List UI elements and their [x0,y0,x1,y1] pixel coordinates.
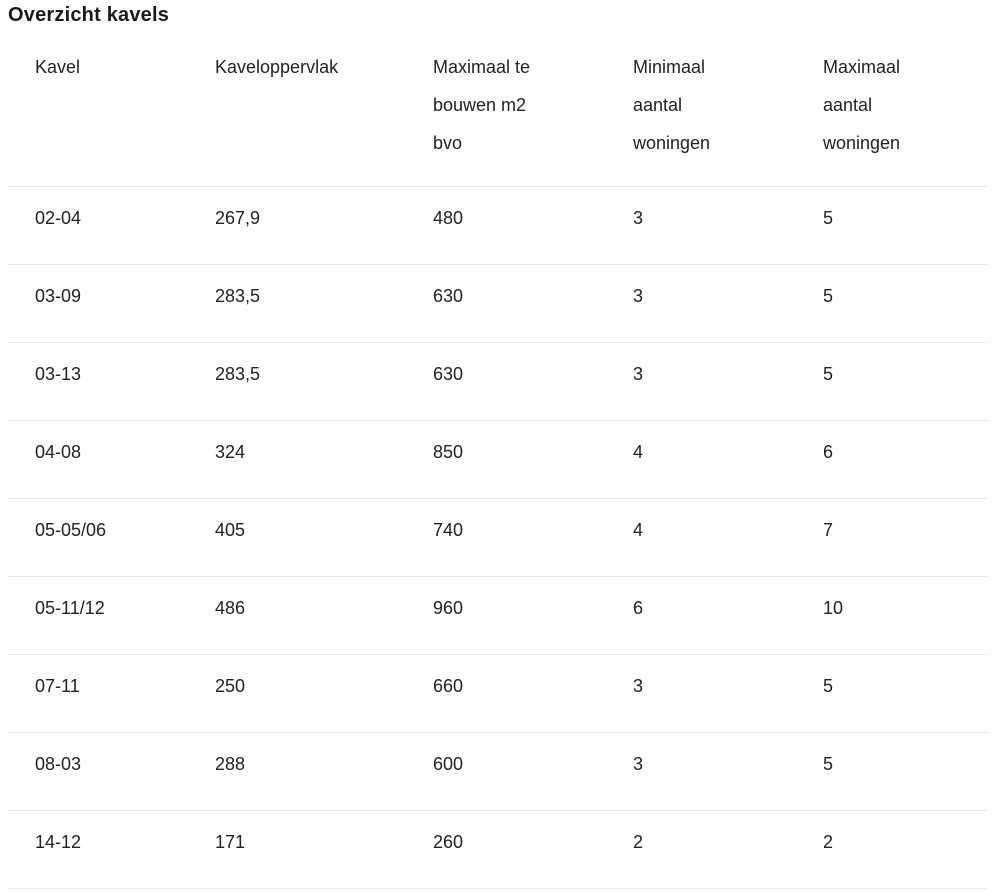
column-header-label: Kavel [35,57,81,77]
table-cell: 07-11 [8,654,188,733]
column-header-label: Kaveloppervlak [215,57,339,77]
table-row: 07-11 250 660 3 5 [8,654,988,733]
table-cell: 630 [406,342,606,421]
table-cell: 08-03 [8,732,188,811]
table-cell: 171 [188,810,406,889]
table-cell: 250 [188,654,406,733]
table-row: 02-04 267,9 480 3 5 [8,186,988,265]
table-cell: 850 [406,420,606,499]
table-cell: 04-08 [8,420,188,499]
table-cell: 5 [796,654,988,733]
table-cell: 05-05/06 [8,498,188,577]
table-header-row: Kavel Kaveloppervlak Maximaal te bouwen m2… [8,26,988,187]
table-cell: 600 [406,732,606,811]
column-header: Minimaal aantal woningen [606,26,796,187]
table-cell: 5 [796,732,988,811]
column-header: Kaveloppervlak [188,26,406,187]
column-header-label: Minimaal aantal woningen [633,57,711,153]
table-cell: 7 [796,498,988,577]
table-cell: 960 [406,576,606,655]
table-cell: 486 [188,576,406,655]
table-cell: 5 [796,186,988,265]
table-cell: 740 [406,498,606,577]
table-cell: 3 [606,264,796,343]
table-row: 05-05/06 405 740 4 7 [8,498,988,577]
table-row: 04-08 324 850 4 6 [8,420,988,499]
table-cell: 2 [606,810,796,889]
table-cell: 3 [606,654,796,733]
table-cell: 4 [606,498,796,577]
table-cell: 10 [796,576,988,655]
table-cell: 283,5 [188,264,406,343]
table-row: 08-03 288 600 3 5 [8,732,988,811]
column-header: Maximaal aantal woningen [796,26,988,187]
table-cell: 4 [606,420,796,499]
page-title: Overzicht kavels [8,4,170,26]
table-cell: 283,5 [188,342,406,421]
table-cell: 480 [406,186,606,265]
table-cell: 405 [188,498,406,577]
column-header: Maximaal te bouwen m2 bvo [406,26,606,187]
table-cell: 05-11/12 [8,576,188,655]
table-cell: 630 [406,264,606,343]
table-cell: 6 [606,576,796,655]
table-cell: 267,9 [188,186,406,265]
table-row: 14-12 171 260 2 2 [8,810,988,889]
table-cell: 03-13 [8,342,188,421]
column-header-label: Maximaal aantal woningen [823,57,901,153]
table-cell: 3 [606,732,796,811]
table-cell: 02-04 [8,186,188,265]
column-header-label: Maximaal te bouwen m2 bvo [433,57,531,153]
kavels-table: Kavel Kaveloppervlak Maximaal te bouwen m2… [8,26,988,889]
table-cell: 14-12 [8,810,188,889]
table-row: 03-13 283,5 630 3 5 [8,342,988,421]
table-cell: 6 [796,420,988,499]
table-cell: 260 [406,810,606,889]
table-cell: 5 [796,342,988,421]
table-cell: 324 [188,420,406,499]
table-row: 03-09 283,5 630 3 5 [8,264,988,343]
table-row: 05-11/12 486 960 6 10 [8,576,988,655]
table-cell: 288 [188,732,406,811]
table-body: 02-04 267,9 480 3 5 03-09 283,5 630 3 5 03-13 283,5… [8,186,988,889]
table-cell: 3 [606,186,796,265]
table-cell: 03-09 [8,264,188,343]
column-header: Kavel [8,26,188,187]
table-cell: 3 [606,342,796,421]
table-header: Kavel Kaveloppervlak Maximaal te bouwen m2… [8,26,988,187]
table-cell: 660 [406,654,606,733]
table-cell: 5 [796,264,988,343]
table-cell: 2 [796,810,988,889]
